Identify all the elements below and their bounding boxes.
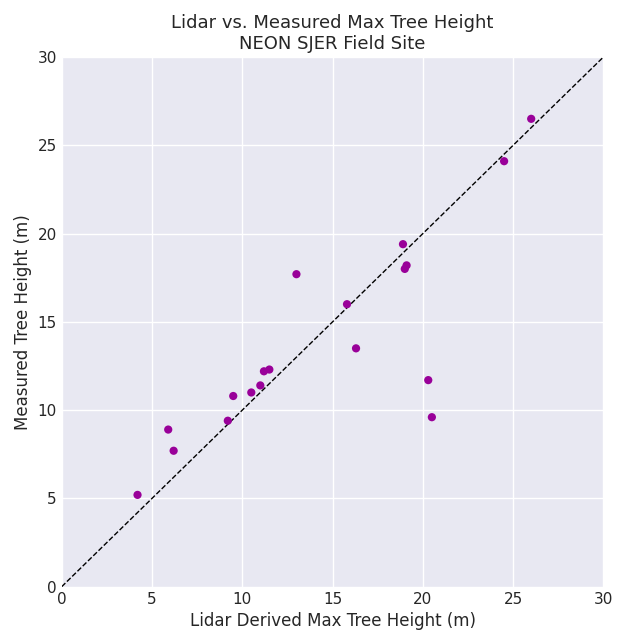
Point <box>292 269 302 279</box>
Point <box>223 415 233 426</box>
Point <box>265 365 275 375</box>
Point <box>401 260 411 270</box>
Point <box>169 446 179 456</box>
Point <box>400 264 410 274</box>
Point <box>351 343 361 354</box>
Title: Lidar vs. Measured Max Tree Height
NEON SJER Field Site: Lidar vs. Measured Max Tree Height NEON … <box>171 14 493 53</box>
Point <box>398 239 408 249</box>
Point <box>246 387 256 397</box>
Point <box>526 113 536 124</box>
Point <box>499 156 509 166</box>
Point <box>259 366 269 377</box>
Point <box>228 391 238 401</box>
Point <box>423 375 433 385</box>
Point <box>132 489 142 500</box>
Y-axis label: Measured Tree Height (m): Measured Tree Height (m) <box>14 214 32 430</box>
Point <box>427 412 437 422</box>
Point <box>255 380 265 390</box>
Point <box>163 424 173 435</box>
Point <box>342 299 352 309</box>
X-axis label: Lidar Derived Max Tree Height (m): Lidar Derived Max Tree Height (m) <box>189 612 475 630</box>
